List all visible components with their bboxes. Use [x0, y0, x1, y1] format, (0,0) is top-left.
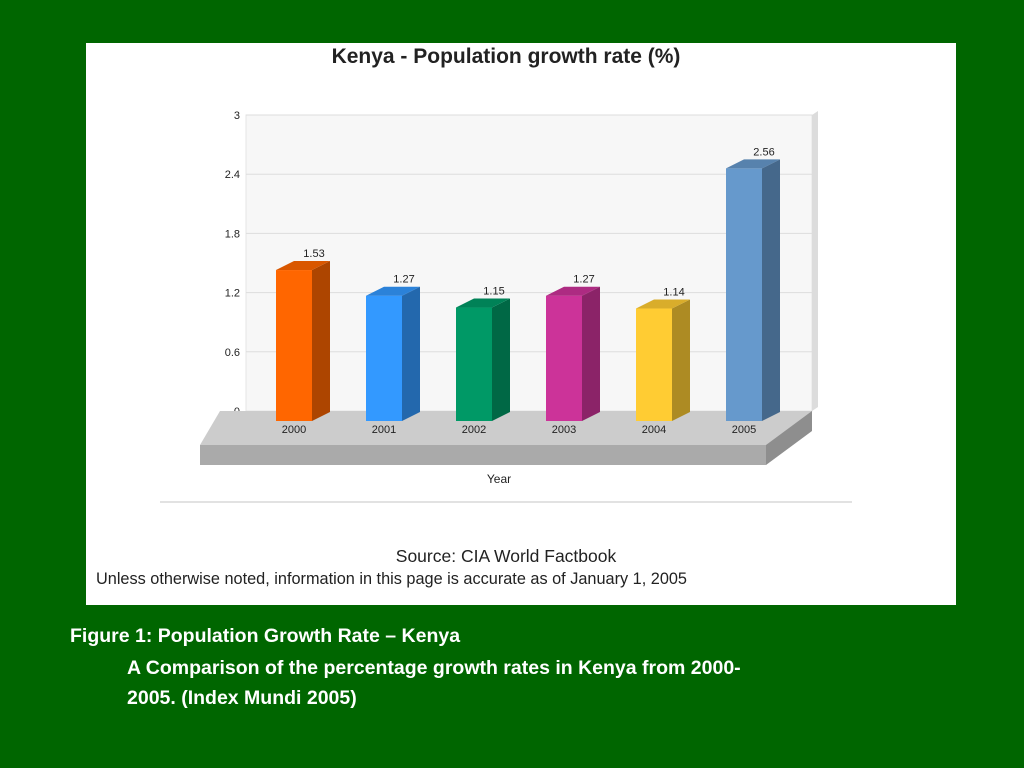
bar-side	[672, 299, 690, 421]
x-axis-ticks: 2000 2001 2002 2003 2004 2005	[282, 424, 756, 436]
floor-side	[766, 411, 812, 465]
bar-top	[276, 261, 330, 271]
bar	[636, 308, 672, 421]
bar-top	[726, 159, 780, 169]
bar-top	[636, 299, 690, 309]
data-label: 1.27	[393, 274, 414, 286]
bar-side	[312, 261, 330, 421]
data-label: 1.14	[663, 287, 684, 299]
plot-back-wall	[245, 114, 813, 412]
data-label: 1.15	[483, 286, 504, 298]
bar	[366, 295, 402, 421]
plot-side-wall	[812, 111, 818, 411]
x-axis-label: Year	[487, 472, 511, 486]
y-tick-label: 3	[234, 110, 240, 122]
x-tick-label: 2005	[732, 424, 756, 436]
bar	[726, 168, 762, 421]
figure-caption-title: Figure 1: Population Growth Rate – Kenya	[70, 625, 461, 647]
bar-side	[582, 286, 600, 421]
source-text: Source: CIA World Factbook	[396, 546, 617, 566]
x-tick-label: 2004	[642, 424, 666, 436]
note-text: Unless otherwise noted, information in t…	[96, 570, 687, 588]
bar-chart: Kenya - Population growth rate (%) 00.61…	[96, 45, 852, 588]
bars: 1.53 1.27 1.15 1.27 1.14 2.56	[276, 146, 780, 421]
data-label: 1.27	[573, 274, 594, 286]
bar	[546, 295, 582, 421]
x-tick-label: 2001	[372, 424, 396, 436]
y-tick-label: 2.4	[225, 169, 240, 181]
figure-caption-line-1: A Comparison of the percentage growth ra…	[127, 657, 741, 679]
chart-panel: Kenya - Population growth rate (%) 00.61…	[86, 43, 956, 605]
bar-side	[762, 159, 780, 421]
plot-background	[245, 111, 818, 412]
floor-front	[200, 445, 766, 465]
bar	[276, 270, 312, 421]
data-label: 1.53	[303, 248, 324, 260]
bar-top	[546, 286, 600, 296]
chart-title: Kenya - Population growth rate (%)	[332, 45, 681, 68]
bar-side	[492, 298, 510, 421]
bar-top	[366, 286, 420, 296]
bar-top	[456, 298, 510, 308]
gridlines	[246, 114, 812, 353]
x-tick-label: 2003	[552, 424, 576, 436]
data-label: 2.56	[753, 146, 774, 158]
x-tick-label: 2002	[462, 424, 486, 436]
y-axis-ticks: 00.61.21.82.43	[225, 110, 240, 418]
bar-side	[402, 286, 420, 421]
figure-caption-line-2: 2005. (Index Mundi 2005)	[127, 687, 357, 709]
bar	[456, 307, 492, 421]
x-tick-label: 2000	[282, 424, 306, 436]
y-tick-label: 1.8	[225, 228, 240, 240]
y-tick-label: 1.2	[225, 288, 240, 300]
y-tick-label: 0.6	[225, 347, 240, 359]
